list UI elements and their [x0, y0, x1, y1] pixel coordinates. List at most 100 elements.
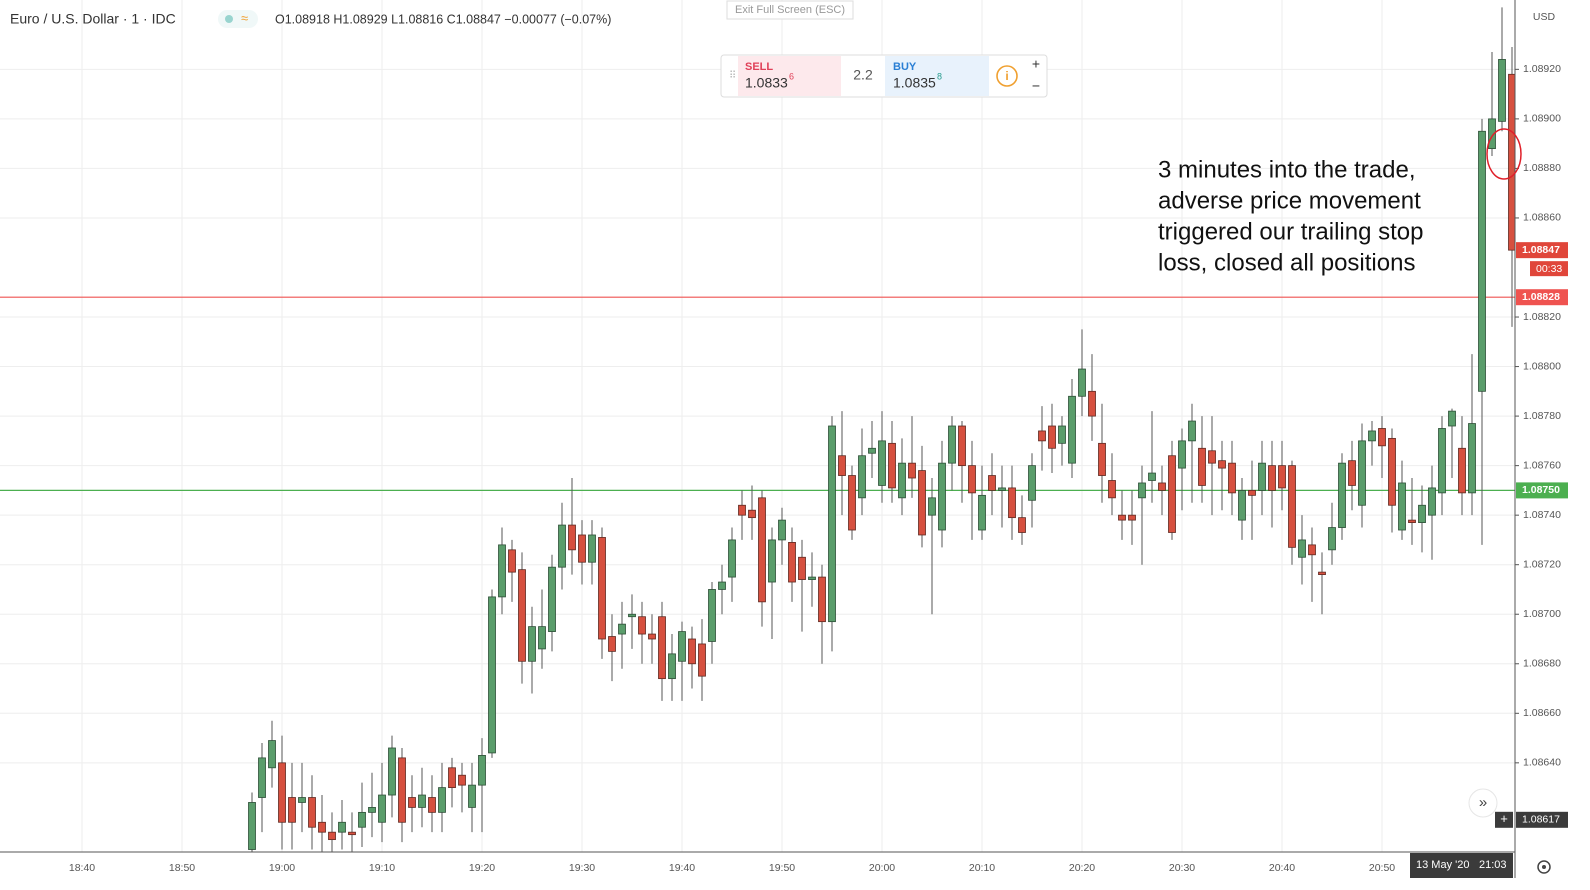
candle-body — [318, 821, 326, 833]
exit-button[interactable] — [726, 0, 854, 20]
candle-body — [1208, 450, 1216, 464]
candle-body — [288, 797, 296, 823]
candle-body — [948, 425, 956, 464]
candle-body — [618, 623, 626, 635]
candle-body — [1488, 118, 1496, 150]
grid — [0, 0, 1515, 852]
candle-body — [1038, 430, 1046, 442]
candle-body — [868, 447, 876, 454]
settings-icon-center — [1542, 865, 1546, 869]
candle-body — [828, 425, 836, 623]
candle-body — [678, 631, 686, 662]
candle-body — [398, 757, 406, 823]
buy-button[interactable] — [885, 56, 989, 96]
candle-body — [938, 462, 946, 531]
candle-body — [248, 802, 256, 850]
candle-body — [538, 626, 546, 650]
candle-body — [1018, 517, 1026, 533]
candle-body — [608, 636, 616, 652]
candle-body — [1498, 59, 1506, 122]
candle-body — [1218, 460, 1226, 469]
settings-icon[interactable] — [1537, 860, 1551, 874]
candle-body — [1468, 423, 1476, 494]
candle-body — [1508, 73, 1515, 251]
sell-label: SELL — [745, 61, 773, 73]
candle-body — [1278, 465, 1286, 489]
candle-body — [568, 524, 576, 551]
candle-body — [928, 497, 936, 516]
candle-body — [368, 807, 376, 813]
candle-body — [1258, 462, 1266, 491]
candle-body — [1178, 440, 1186, 469]
candle-body — [1138, 482, 1146, 499]
sell-pip: 6 — [789, 71, 794, 81]
buy-pip: 8 — [937, 71, 942, 81]
candle-body — [958, 425, 966, 467]
candle-body — [818, 576, 826, 623]
candle-body — [738, 504, 746, 516]
scroll-button[interactable] — [1468, 788, 1498, 818]
candle-body — [1288, 465, 1296, 548]
candle-body — [438, 787, 446, 813]
x-tick-label: 19:40 — [669, 862, 695, 874]
candle-body — [338, 821, 346, 833]
candle-body — [858, 455, 866, 499]
candle-body — [1268, 465, 1276, 491]
candle-body — [708, 589, 716, 642]
sell-price: 1.0833 — [745, 75, 788, 91]
candle-body — [1228, 462, 1236, 494]
countdown-box — [1530, 261, 1568, 277]
add-order-button[interactable] — [1495, 811, 1513, 828]
candle-body — [528, 626, 536, 662]
candle-body — [278, 762, 286, 823]
candle-body — [638, 616, 646, 635]
last-price-label: 1.08847 — [1522, 244, 1560, 256]
candle-body — [968, 465, 976, 494]
x-tick-label: 20:50 — [1369, 862, 1395, 874]
candle-body — [918, 470, 926, 536]
candle-body — [628, 613, 636, 618]
candle-body — [1478, 130, 1486, 392]
plus-button[interactable]: + — [1032, 56, 1040, 72]
candle-body — [1378, 428, 1386, 447]
candle-body — [1248, 489, 1256, 496]
annotation: 3 minutes into the trade, adverse price m… — [1158, 156, 1423, 276]
candle-body — [698, 643, 706, 677]
candle-body — [388, 747, 396, 796]
candle-body — [1068, 395, 1076, 464]
candle-body — [648, 633, 656, 640]
candle-body — [1358, 440, 1366, 506]
chart-title: Euro / U.S. Dollar · 1 · IDC — [10, 11, 176, 27]
info-icon[interactable] — [996, 65, 1018, 87]
candle-body — [1238, 489, 1246, 521]
minus-button[interactable]: − — [1032, 78, 1040, 94]
sell-button[interactable] — [738, 56, 841, 96]
y-tick-label: 1.08900 — [1523, 113, 1561, 125]
x-tick-label: 20:20 — [1069, 862, 1095, 874]
candle-body — [998, 487, 1006, 491]
candle-body — [988, 475, 996, 491]
x-tick-label: 18:50 — [169, 862, 195, 874]
candle-body — [1448, 410, 1456, 427]
price-line-label: 1.08828 — [1522, 291, 1560, 303]
price-line-box — [1516, 482, 1568, 499]
candle-body — [658, 616, 666, 680]
candle-body — [518, 569, 526, 662]
y-tick-label: 1.08720 — [1523, 558, 1561, 570]
currency-label: USD — [1533, 11, 1556, 23]
y-tick-label: 1.08920 — [1523, 63, 1561, 75]
cursor-price-label: 1.08617 — [1522, 814, 1560, 826]
ohlc-summary: O1.08918 H1.08929 L1.08816 C1.08847 −0.0… — [275, 12, 611, 26]
candle-body — [378, 794, 386, 823]
candle-body — [1128, 514, 1136, 521]
x-tick-label: 19:20 — [469, 862, 495, 874]
candle-body — [268, 740, 276, 769]
candle-body — [1308, 544, 1316, 556]
candle-body — [758, 497, 766, 603]
candle-body — [1098, 442, 1106, 476]
candle-body — [1148, 472, 1156, 481]
candle-body — [468, 784, 476, 808]
candle-body — [838, 455, 846, 476]
